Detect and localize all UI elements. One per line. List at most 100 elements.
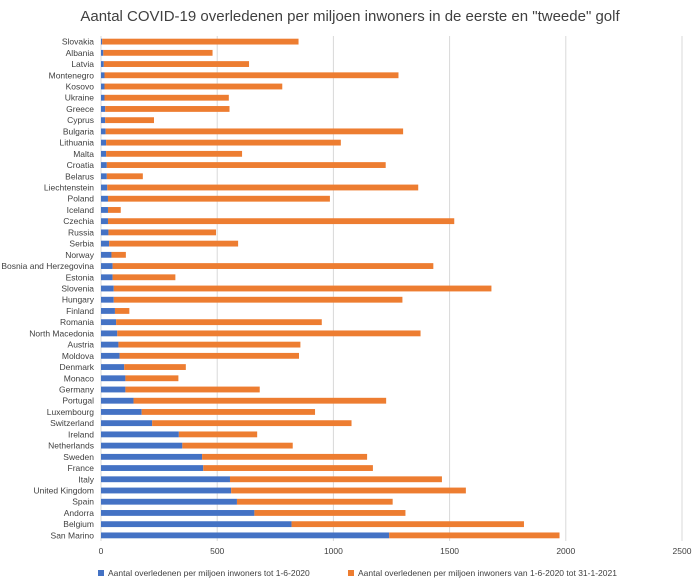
bar-series-2 (107, 184, 419, 191)
bar-series-2 (152, 420, 352, 427)
category-label: Lithuania (59, 138, 94, 148)
bar-series-1 (101, 409, 142, 415)
bar-series-2 (105, 128, 404, 135)
bar-series-2 (141, 409, 316, 415)
category-label: Liechtenstein (44, 183, 94, 193)
bar-series-1 (101, 162, 107, 168)
bar-series-1 (101, 521, 292, 528)
category-label: Norway (65, 250, 95, 260)
bar-series-1 (101, 352, 120, 359)
bar-series-2 (389, 532, 560, 539)
bar-series-2 (229, 476, 442, 483)
category-label: Switzerland (50, 418, 94, 428)
bar-series-2 (119, 352, 300, 359)
bar-series-2 (107, 207, 121, 213)
category-label: Cyprus (67, 115, 94, 125)
bar-series-1 (101, 364, 125, 370)
bar-series-1 (101, 487, 232, 494)
bar-series-1 (101, 442, 183, 449)
bar-series-1 (101, 184, 108, 191)
bar-series-1 (101, 510, 255, 516)
bar-series-1 (101, 308, 115, 314)
bar-series-1 (101, 330, 118, 337)
bar-series-1 (101, 476, 230, 483)
category-label: Slovenia (61, 284, 94, 294)
x-tick-label: 1500 (440, 546, 459, 556)
bar-series-2 (118, 341, 301, 348)
category-label: Romania (60, 317, 94, 327)
bar-series-2 (112, 263, 434, 269)
bar-series-2 (116, 319, 322, 326)
legend-label-series-2: Aantal overledenen per miljoen inwoners … (358, 568, 617, 578)
bars (101, 38, 560, 539)
bar-series-1 (101, 94, 105, 101)
x-tick-label: 2000 (556, 546, 575, 556)
category-label: Czechia (63, 216, 94, 226)
bar-series-1 (101, 274, 113, 281)
category-label: Russia (68, 227, 94, 237)
bar-series-2 (104, 94, 229, 101)
category-label: Austria (68, 340, 95, 350)
category-label: Sweden (63, 452, 94, 462)
category-label: Montenegro (49, 70, 95, 80)
chart-title: Aantal COVID-19 overledenen per miljoen … (80, 8, 620, 25)
category-label: Denmark (60, 362, 95, 372)
category-label: Moldova (62, 351, 94, 361)
bar-series-1 (101, 106, 106, 112)
bar-series-1 (101, 207, 108, 213)
category-label: Hungary (62, 295, 95, 305)
category-label: Kosovo (66, 82, 95, 92)
bar-series-1 (101, 195, 108, 202)
x-tick-label: 500 (210, 546, 224, 556)
bar-series-2 (203, 465, 373, 471)
bar-series-1 (101, 117, 106, 124)
bar-series-1 (101, 453, 203, 460)
category-label: Luxembourg (47, 407, 95, 417)
category-label: Bosnia and Herzegovina (1, 261, 94, 271)
category-label: Croatia (67, 160, 95, 170)
category-label: Iceland (67, 205, 95, 215)
bar-series-2 (133, 397, 387, 404)
category-label: San Marino (51, 530, 95, 540)
x-tick-label: 2500 (673, 546, 692, 556)
category-label: France (68, 463, 95, 473)
bar-series-2 (291, 521, 524, 528)
bar-series-1 (101, 386, 126, 393)
bar-series-1 (101, 375, 126, 382)
bar-series-2 (107, 218, 455, 225)
bar-series-1 (101, 532, 390, 539)
bar-series-2 (113, 296, 403, 303)
x-tick-label: 0 (99, 546, 104, 556)
category-label: Finland (66, 306, 94, 316)
bar-series-1 (101, 83, 105, 90)
category-label: Albania (66, 48, 95, 58)
category-label: Latvia (71, 59, 94, 69)
bar-series-1 (101, 465, 204, 471)
x-tick-label: 1000 (324, 546, 343, 556)
bar-series-2 (236, 498, 393, 505)
bar-series-2 (106, 162, 386, 168)
category-label: Belgium (63, 519, 94, 529)
bar-series-2 (117, 330, 421, 337)
legend-swatch-series-1 (98, 570, 104, 576)
category-label: Serbia (69, 239, 94, 249)
bar-series-1 (101, 420, 153, 427)
bar-series-1 (101, 341, 119, 348)
category-label: Italy (78, 474, 94, 484)
bar-series-2 (125, 386, 260, 393)
category-label: Ukraine (65, 93, 95, 103)
bar-series-1 (101, 128, 106, 135)
category-label: Poland (68, 194, 95, 204)
bar-series-1 (101, 173, 107, 180)
legend-label-series-1: Aantal overledenen per miljoen inwoners … (108, 568, 310, 578)
bar-series-2 (231, 487, 466, 494)
category-label: Greece (66, 104, 94, 114)
bar-series-2 (108, 229, 217, 236)
category-label: Estonia (66, 272, 95, 282)
legend-swatch-series-2 (348, 570, 354, 576)
bar-series-1 (101, 72, 105, 79)
bar-series-2 (178, 431, 258, 438)
category-label: Bulgaria (63, 126, 94, 136)
